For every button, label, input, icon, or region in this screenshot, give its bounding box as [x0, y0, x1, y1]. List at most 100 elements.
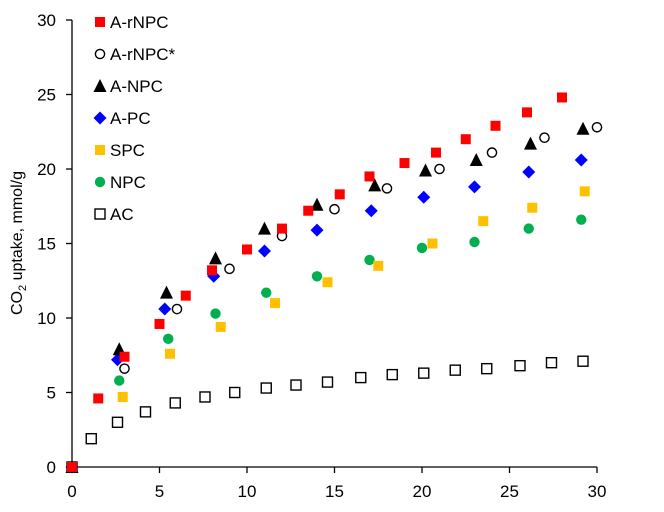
data-point [119, 363, 130, 374]
data-point [158, 302, 172, 316]
legend-entry: NPC [94, 173, 146, 192]
legend-marker [93, 79, 107, 92]
data-point [481, 362, 493, 375]
data-point [427, 238, 438, 249]
data-points [65, 92, 603, 474]
data-point [199, 391, 211, 403]
data-point [209, 251, 222, 265]
data-point [215, 321, 226, 332]
data-point [165, 348, 175, 359]
x-tick-label: 0 [67, 482, 76, 501]
data-point [290, 379, 302, 391]
legend-marker [95, 145, 105, 155]
y-tick-label: 30 [37, 11, 56, 30]
legend: A-rNPC A-rNPC* A-NPC A-PC SPC NPC AC [93, 13, 176, 224]
data-point [311, 271, 323, 282]
series-npc [66, 214, 587, 473]
data-point [154, 318, 165, 329]
legend-label: A-NPC [110, 77, 163, 96]
y-tick-label: 5 [47, 384, 56, 403]
x-tick-label: 5 [155, 482, 164, 501]
data-point [270, 298, 280, 309]
legend-label: NPC [110, 173, 146, 192]
data-point [386, 368, 398, 381]
data-point [67, 462, 77, 472]
legend-entry: A-rNPC* [94, 45, 176, 64]
data-point [416, 242, 428, 254]
data-point [522, 107, 532, 118]
series-a-pc [65, 153, 588, 474]
y-tick-label: 0 [47, 458, 56, 477]
data-point [277, 223, 287, 234]
y-axis-title-prefix: CO [9, 291, 26, 315]
x-tick-label: 15 [325, 482, 344, 501]
data-point [242, 244, 252, 255]
data-point [355, 371, 367, 384]
data-point [539, 132, 550, 144]
x-axis-ticks: 0 5 10 15 20 25 30 [67, 467, 606, 501]
data-point [310, 197, 324, 211]
y-axis-title: CO2 uptake, mmol/g [9, 171, 29, 315]
legend-entry: A-rNPC [95, 13, 169, 32]
data-point [478, 216, 489, 227]
data-point [261, 287, 272, 298]
data-point [399, 158, 410, 169]
data-point [210, 308, 221, 319]
x-tick-label: 25 [500, 482, 519, 501]
data-point [523, 223, 534, 234]
data-point [468, 180, 481, 194]
data-point [180, 290, 191, 301]
data-point [229, 386, 241, 399]
y-axis-title-subscript: 2 [17, 285, 29, 291]
data-point [574, 153, 588, 167]
data-point [364, 171, 375, 182]
legend-marker [94, 48, 106, 60]
data-point [469, 236, 480, 248]
data-point [576, 214, 587, 225]
series-spc [67, 186, 590, 472]
data-point [557, 92, 567, 103]
data-point [514, 359, 526, 372]
legend-label: A-rNPC [110, 13, 169, 32]
data-point [434, 163, 445, 175]
y-axis-ticks: 0 5 10 15 20 25 30 [37, 11, 72, 477]
data-point [163, 333, 174, 345]
data-point [260, 382, 272, 394]
series-ac [66, 355, 589, 473]
data-point [545, 357, 558, 369]
legend-label: A-rNPC* [110, 45, 176, 64]
data-point [524, 136, 537, 150]
data-point [160, 285, 173, 299]
data-point [171, 303, 183, 315]
data-point [169, 397, 181, 409]
data-point [310, 223, 324, 237]
data-point [303, 205, 314, 216]
legend-marker [94, 176, 106, 188]
legend-label: A-PC [110, 109, 151, 128]
data-point [119, 351, 130, 362]
data-point [85, 432, 97, 445]
data-point [431, 147, 441, 158]
data-point [334, 189, 345, 200]
data-point [417, 190, 431, 204]
data-point [321, 376, 334, 388]
data-point [207, 265, 217, 276]
x-tick-label: 20 [413, 482, 432, 501]
data-point [577, 355, 589, 367]
data-point [258, 244, 271, 258]
series-a-rnpc [67, 92, 567, 472]
data-point [522, 165, 536, 179]
data-point [579, 186, 590, 197]
legend-entry: AC [94, 205, 134, 224]
legend-label: SPC [110, 141, 145, 160]
y-tick-label: 20 [37, 160, 56, 179]
data-point [364, 204, 378, 218]
data-point [381, 183, 393, 194]
legend-entry: A-NPC [93, 77, 163, 96]
legend-entry: SPC [95, 141, 145, 160]
y-tick-label: 25 [37, 86, 56, 105]
data-point [576, 121, 590, 135]
data-point [368, 178, 382, 192]
legend-label: AC [110, 205, 134, 224]
